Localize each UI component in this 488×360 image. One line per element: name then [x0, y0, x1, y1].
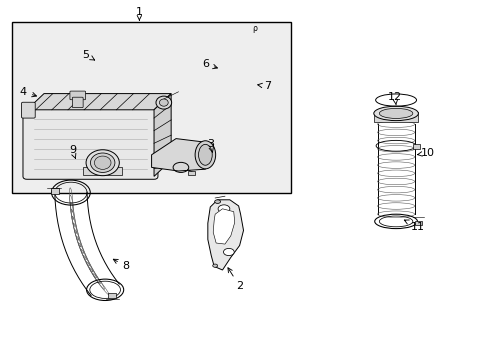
Text: 6: 6: [202, 59, 217, 69]
Ellipse shape: [218, 205, 229, 213]
Text: 2: 2: [227, 268, 243, 291]
Text: 9: 9: [69, 145, 76, 158]
Text: 5: 5: [82, 50, 95, 60]
Text: 12: 12: [387, 92, 401, 105]
Ellipse shape: [212, 264, 217, 267]
Polygon shape: [151, 139, 207, 171]
Polygon shape: [27, 94, 171, 110]
Ellipse shape: [373, 106, 418, 121]
Ellipse shape: [156, 96, 171, 109]
Bar: [83, 167, 122, 175]
Bar: [412, 144, 419, 149]
Bar: [414, 221, 421, 225]
Ellipse shape: [86, 150, 119, 176]
Bar: [107, 293, 116, 298]
Bar: [373, 112, 418, 122]
Ellipse shape: [379, 108, 412, 118]
Ellipse shape: [223, 248, 234, 256]
Text: 8: 8: [113, 259, 129, 271]
Bar: [51, 188, 59, 194]
Text: 1: 1: [136, 7, 142, 20]
Text: 3: 3: [206, 139, 213, 152]
Text: ρ: ρ: [251, 24, 256, 33]
Ellipse shape: [159, 99, 168, 106]
Text: 11: 11: [404, 220, 424, 232]
Ellipse shape: [214, 200, 220, 203]
Polygon shape: [154, 94, 171, 176]
FancyBboxPatch shape: [23, 107, 158, 179]
FancyBboxPatch shape: [72, 97, 83, 108]
Bar: [12, 22, 290, 193]
Ellipse shape: [94, 156, 111, 169]
Polygon shape: [207, 200, 243, 270]
Text: 7: 7: [257, 81, 271, 91]
FancyBboxPatch shape: [70, 91, 85, 100]
Ellipse shape: [90, 153, 115, 172]
Bar: [188, 171, 195, 175]
Ellipse shape: [195, 141, 215, 169]
FancyBboxPatch shape: [21, 102, 35, 118]
Polygon shape: [213, 209, 234, 244]
Text: 4: 4: [20, 87, 37, 97]
Text: 10: 10: [417, 148, 434, 158]
Ellipse shape: [198, 144, 212, 165]
